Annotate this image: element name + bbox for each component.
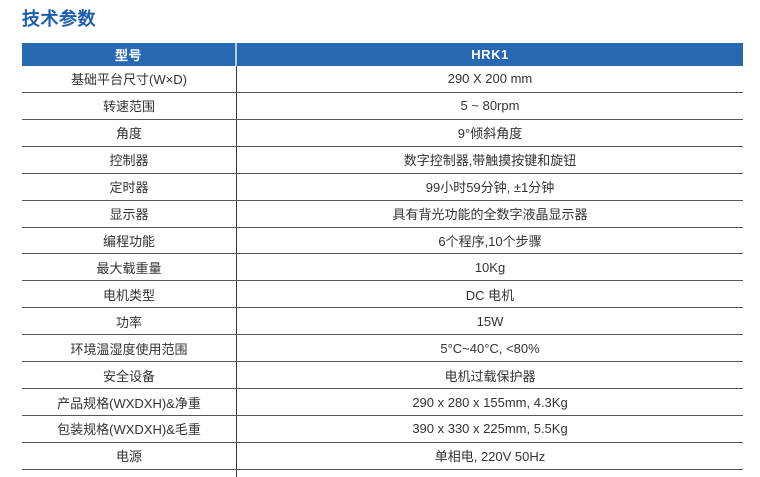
spec-value: 99小时59分钟, ±1分钟 <box>425 180 555 196</box>
table-row: 包装规格(WXDXH)&毛重 390 x 330 x 225mm, 5.5Kg <box>22 415 743 443</box>
table-row: 最大载重量 10Kg <box>22 254 743 282</box>
spec-value: 具有背光功能的全数字液晶显示器 <box>392 207 588 223</box>
spec-value: 290 x 280 x 155mm, 4.3Kg <box>412 394 568 410</box>
spec-value: 9°倾斜角度 <box>457 126 523 142</box>
spec-label: 编程功能 <box>22 227 237 254</box>
table-row: 电机类型 DC 电机 <box>22 281 743 309</box>
spec-label: 基础平台尺寸(W×D) <box>22 66 237 92</box>
spec-value: 390 x 330 x 225mm, 5.5Kg <box>412 421 568 437</box>
spec-value: 电机过载保护器 <box>444 368 536 384</box>
table-row: 编程功能 6个程序,10个步骤 <box>22 227 743 255</box>
page-title: 技术参数 <box>22 9 96 29</box>
spec-value: 单相电, 220V 50Hz <box>434 449 546 465</box>
spec-label: 电源 <box>22 442 237 469</box>
spec-table: 型号 HRK1 基础平台尺寸(W×D) 290 X 200 mm 转速范围 5 ~ 8… <box>22 43 743 477</box>
table-row: 转速范围 5 ~ 80rpm <box>22 92 743 120</box>
spec-value: 数字控制器,带触摸按键和旋钮 <box>403 153 577 169</box>
spec-label: 安全设备 <box>22 362 237 389</box>
spec-label: 转速范围 <box>22 92 237 119</box>
spec-label: 功率 <box>22 308 237 335</box>
spec-value: 290 X 200 mm <box>447 71 533 87</box>
table-row: 电源 单相电, 220V 50Hz <box>22 442 743 470</box>
spec-label: 显示器 <box>22 200 237 227</box>
spec-value: 6个程序,10个步骤 <box>438 233 542 249</box>
spec-value: 15W <box>476 313 504 329</box>
spec-value: 5°C~40°C, <80% <box>440 340 540 356</box>
spec-label: 电机类型 <box>22 281 237 308</box>
table-header-row: 型号 HRK1 <box>22 43 743 66</box>
table-row: 基础平台尺寸(W×D) 290 X 200 mm <box>22 66 743 93</box>
spec-label: 最大载重量 <box>22 254 237 281</box>
spec-label: 包装规格(WXDXH)&毛重 <box>22 415 237 442</box>
spec-value: 10Kg <box>474 259 506 275</box>
table-row: 环境温湿度使用范围 5°C~40°C, <80% <box>22 335 743 363</box>
table-row: 产品规格(WXDXH)&净重 290 x 280 x 155mm, 4.3Kg <box>22 389 743 416</box>
table-row: 显示器 具有背光功能的全数字液晶显示器 <box>22 200 743 228</box>
spec-value: DC 电机 <box>465 287 515 303</box>
table-row: 安全设备 电机过载保护器 <box>22 362 743 390</box>
table-row: 角度 9°倾斜角度 <box>22 119 743 147</box>
header-cell-model: 型号 <box>22 43 237 66</box>
table-row: 定时器 99小时59分钟, ±1分钟 <box>22 173 743 201</box>
spec-label: 控制器 <box>22 146 237 173</box>
spec-label: 产品规格(WXDXH)&净重 <box>22 389 237 415</box>
spec-label: 定时器 <box>22 173 237 200</box>
table-row: 控制器 数字控制器,带触摸按键和旋钮 <box>22 146 743 174</box>
spec-value: 5 ~ 80rpm <box>460 98 520 114</box>
spec-label: 环境温湿度使用范围 <box>22 335 237 362</box>
column-divider-tail <box>236 469 237 477</box>
spec-label: 角度 <box>22 119 237 146</box>
table-body: 基础平台尺寸(W×D) 290 X 200 mm 转速范围 5 ~ 80rpm 角度 9°… <box>22 66 743 470</box>
table-row: 功率 15W <box>22 308 743 336</box>
header-cell-model-value: HRK1 <box>471 47 509 62</box>
